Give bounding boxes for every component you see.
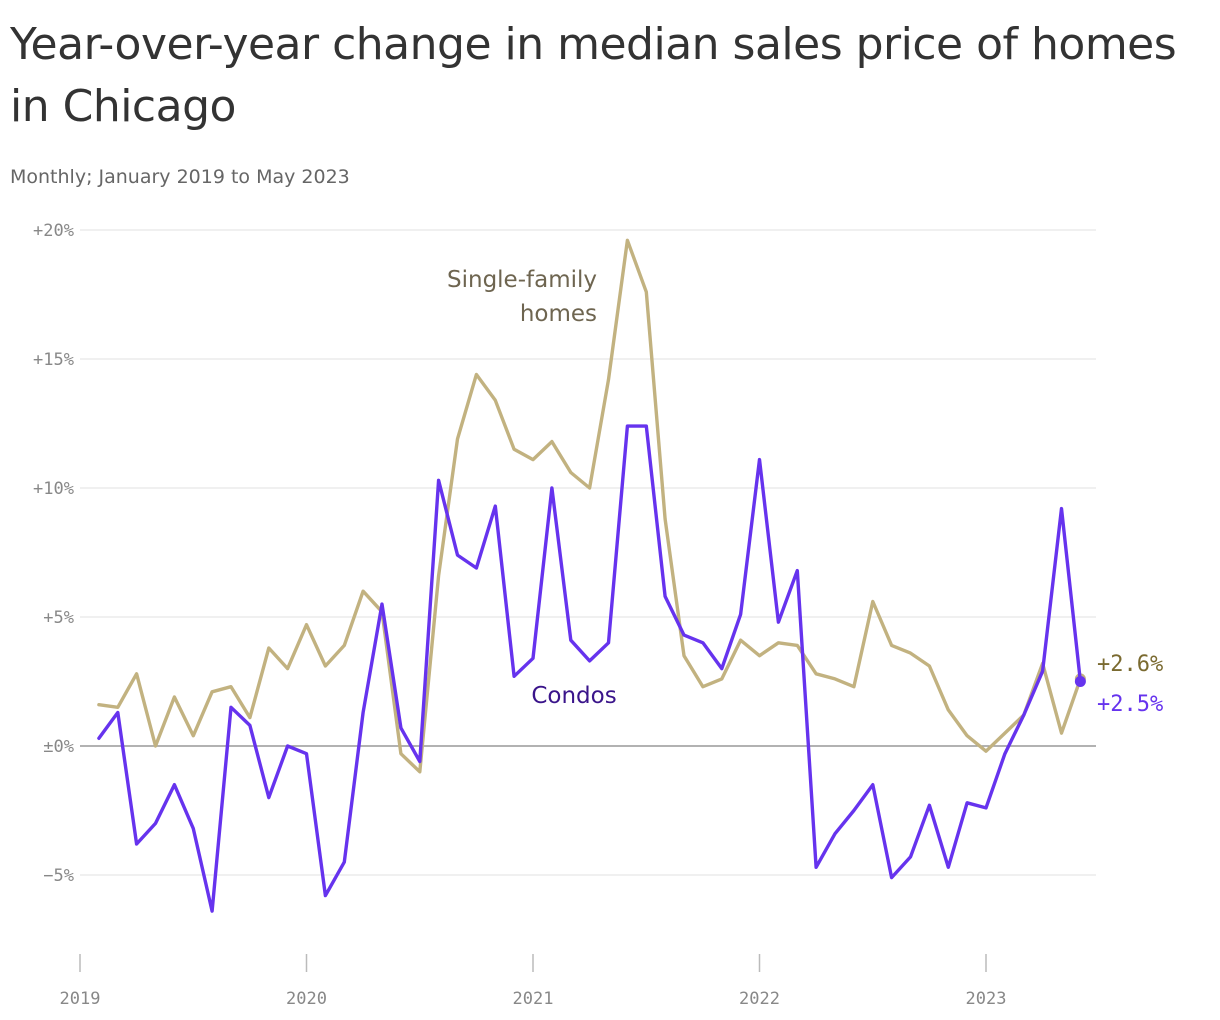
series-lines <box>97 238 1086 913</box>
series-labels: Single-family homes Condos +2.6% +2.5% <box>447 267 1163 717</box>
x-axis: 2019 2020 2021 2022 2023 <box>60 954 1007 1009</box>
condos-series-label: Condos <box>531 683 616 709</box>
y-axis-tick-labels: +20% +15% +10% +5% ±0% −5% <box>33 221 74 886</box>
condos-end-value: +2.5% <box>1097 692 1163 717</box>
single-family-end-value: +2.6% <box>1097 652 1163 677</box>
x-tick-label: 2022 <box>739 989 780 1009</box>
y-tick-label: +10% <box>33 479 74 499</box>
y-tick-label: +20% <box>33 221 74 241</box>
x-tick-label: 2023 <box>966 989 1007 1009</box>
chart-title: Year-over-year change in median sales pr… <box>10 19 1177 132</box>
condos-endpoint <box>1074 676 1086 687</box>
single-family-series-label: Single-family <box>447 267 597 293</box>
condos-line <box>97 424 1083 913</box>
x-tick-label: 2021 <box>513 989 554 1009</box>
y-tick-label: +15% <box>33 350 74 370</box>
chart-subtitle: Monthly; January 2019 to May 2023 <box>10 166 350 188</box>
single-family-series-label: homes <box>520 301 597 327</box>
x-tick-label: 2019 <box>60 989 101 1009</box>
y-tick-label: −5% <box>43 866 74 886</box>
single-family-line <box>97 238 1083 774</box>
y-tick-label: ±0% <box>43 737 74 757</box>
x-tick-label: 2020 <box>286 989 327 1009</box>
y-tick-label: +5% <box>43 608 74 628</box>
